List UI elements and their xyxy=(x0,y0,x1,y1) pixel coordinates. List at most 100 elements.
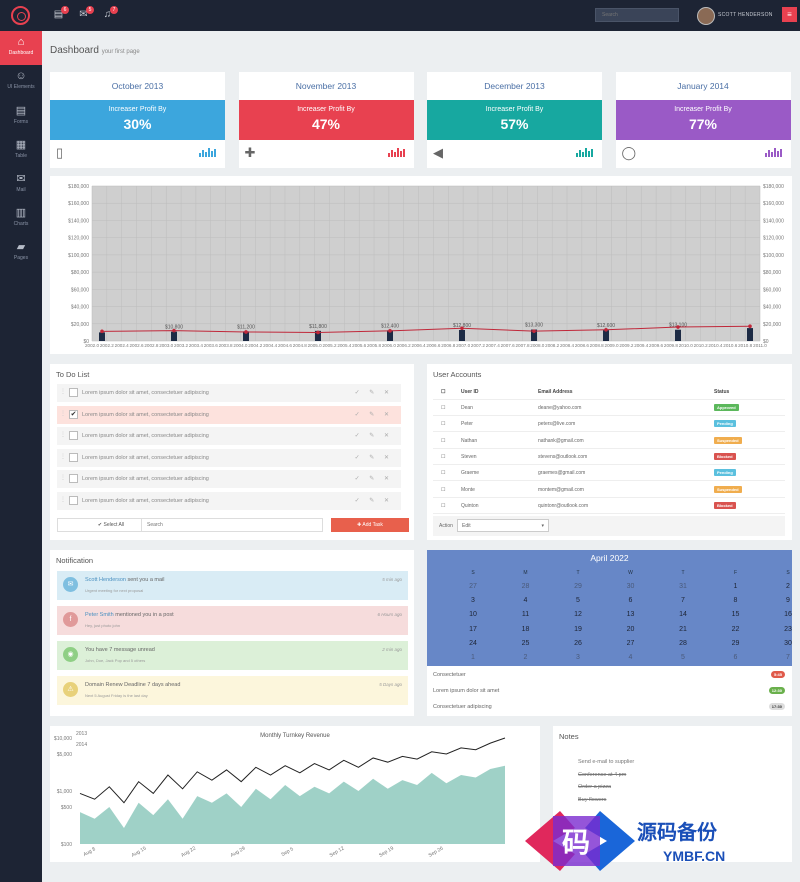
todo-item[interactable]: ⋮ Lorem ipsum dolor sit amet, consectetue… xyxy=(57,491,401,510)
todo-actions[interactable]: ✓ ✎ ✕ xyxy=(354,390,393,396)
calendar-day[interactable]: 7 xyxy=(681,597,685,605)
calendar-day[interactable]: 3 xyxy=(576,654,580,661)
todo-search-input[interactable] xyxy=(141,518,323,532)
calendar-day[interactable]: 21 xyxy=(679,625,687,633)
calendar-day[interactable]: 30 xyxy=(626,583,635,590)
sidebar-item-dashboard[interactable]: ⌂ Dashboard xyxy=(0,31,42,65)
notification-sender[interactable]: Scott Henderson xyxy=(85,577,126,583)
todo-item[interactable]: ⋮ Lorem ipsum dolor sit amet, consectetue… xyxy=(57,448,401,467)
todo-item[interactable]: ⋮ ✔ Lorem ipsum dolor sit amet, consectetu… xyxy=(57,405,401,424)
todo-checkbox[interactable] xyxy=(69,495,78,505)
menu-toggle-button[interactable]: ≡ xyxy=(782,7,797,22)
user-name[interactable]: SCOTT HENDERSON xyxy=(718,12,773,18)
todo-actions[interactable]: ✓ ✎ ✕ xyxy=(354,433,393,439)
calendar-day[interactable]: 17 xyxy=(469,625,477,633)
add-task-button[interactable]: ✚ Add Task xyxy=(331,518,409,532)
calendar-day[interactable]: 4 xyxy=(628,654,633,661)
sidebar-item-pages[interactable]: ▰ Pages xyxy=(0,235,42,269)
notification-item[interactable]: f Peter Smith mentioned you in a post Hey,… xyxy=(57,606,408,635)
todo-checkbox[interactable]: ✔ xyxy=(69,409,78,419)
row-checkbox[interactable]: ☐ xyxy=(441,453,446,460)
tasks-icon[interactable]: ▤ xyxy=(53,9,64,20)
calendar-day[interactable]: 23 xyxy=(784,625,792,633)
drag-handle-icon[interactable]: ⋮ xyxy=(60,410,66,417)
calendar-task[interactable]: Consectetuer 5:45 xyxy=(433,671,785,678)
calendar-day[interactable]: 13 xyxy=(626,611,635,619)
bell-icon[interactable]: ♫ xyxy=(103,9,112,20)
calendar-day[interactable]: 5 xyxy=(681,654,685,661)
sidebar-item-forms[interactable]: ▤ Forms xyxy=(0,99,42,133)
calendar-day[interactable]: 11 xyxy=(521,611,530,619)
calendar-day[interactable]: 3 xyxy=(471,597,475,605)
todo-actions[interactable]: ✓ ✎ ✕ xyxy=(354,411,393,418)
calendar-day[interactable]: 4 xyxy=(523,597,528,605)
notification-item[interactable]: ⚠ Domain Renew Deadline 7 days ahead Next … xyxy=(57,676,408,705)
notification-item[interactable]: ✉ Scott Henderson sent you a mail Urgent m… xyxy=(57,571,408,600)
calendar-day[interactable]: 14 xyxy=(679,611,687,619)
logo-icon[interactable] xyxy=(11,6,30,25)
row-checkbox[interactable]: ☐ xyxy=(441,470,446,477)
sidebar-item-ui-elements[interactable]: ☺ UI Elements xyxy=(0,65,42,99)
todo-checkbox[interactable] xyxy=(69,388,78,397)
note-item[interactable]: Send e-mail to supplier xyxy=(578,759,635,765)
todo-checkbox[interactable] xyxy=(69,452,78,462)
calendar-day[interactable]: 9 xyxy=(786,597,790,605)
note-item[interactable]: Buy flowers xyxy=(578,796,607,803)
row-checkbox[interactable]: ☐ xyxy=(441,486,446,493)
drag-handle-icon[interactable]: ⋮ xyxy=(60,453,66,460)
calendar-day[interactable]: 24 xyxy=(469,639,477,647)
sidebar-item-table[interactable]: ▦ Table xyxy=(0,133,42,167)
calendar-day[interactable]: 2 xyxy=(786,583,790,590)
todo-actions[interactable]: ✓ ✎ ✕ xyxy=(354,476,393,482)
calendar-day[interactable]: 19 xyxy=(574,625,582,633)
calendar-day[interactable]: 1 xyxy=(733,583,738,590)
calendar-day[interactable]: 16 xyxy=(784,611,792,619)
drag-handle-icon[interactable]: ⋮ xyxy=(60,432,66,438)
notification-sender[interactable]: Peter Smith xyxy=(85,612,114,618)
calendar-day[interactable]: 8 xyxy=(733,597,738,605)
calendar-day[interactable]: 27 xyxy=(469,583,477,590)
note-item[interactable]: Conference at 4 pm xyxy=(578,771,627,778)
row-checkbox[interactable]: ☐ xyxy=(441,437,446,444)
search-input[interactable] xyxy=(595,8,679,22)
calendar-day[interactable]: 28 xyxy=(679,639,687,647)
calendar-task[interactable]: Consectetuer adipiscing 17:30 xyxy=(433,703,785,710)
calendar-day[interactable]: 29 xyxy=(731,639,740,647)
calendar-day[interactable]: 1 xyxy=(471,654,475,661)
calendar-task[interactable]: Lorem ipsum dolor sit amet 12:30 xyxy=(433,687,785,694)
todo-item[interactable]: ⋮ Lorem ipsum dolor sit amet, consectetue… xyxy=(57,470,401,488)
row-checkbox[interactable]: ☐ xyxy=(441,405,446,411)
calendar-day[interactable]: 2 xyxy=(523,654,528,661)
calendar-day[interactable]: 29 xyxy=(574,583,582,590)
messages-icon[interactable]: ✉ xyxy=(79,9,88,20)
action-select[interactable]: Edit ▾ xyxy=(457,519,549,532)
note-item[interactable]: Order a pizza xyxy=(578,784,612,790)
row-checkbox[interactable]: ☐ xyxy=(441,421,446,428)
header-checkbox[interactable]: ☐ xyxy=(441,389,446,395)
todo-item[interactable]: ⋮ Lorem ipsum dolor sit amet, consectetue… xyxy=(57,427,401,445)
calendar-day[interactable]: 18 xyxy=(521,625,530,633)
row-checkbox[interactable]: ☐ xyxy=(441,502,446,509)
todo-checkbox[interactable] xyxy=(69,474,78,483)
todo-actions[interactable]: ✓ ✎ ✕ xyxy=(354,497,393,504)
sidebar-item-charts[interactable]: ▥ Charts xyxy=(0,201,42,235)
calendar-day[interactable]: 25 xyxy=(521,639,530,647)
calendar-day[interactable]: 27 xyxy=(626,639,635,647)
todo-checkbox[interactable] xyxy=(69,431,78,440)
todo-item[interactable]: ⋮ Lorem ipsum dolor sit amet, consectetue… xyxy=(57,384,401,402)
calendar-day[interactable]: 31 xyxy=(679,583,687,590)
calendar-day[interactable]: 12 xyxy=(574,611,582,619)
calendar-day[interactable]: 15 xyxy=(731,611,740,619)
calendar-day[interactable]: 6 xyxy=(628,597,633,605)
calendar-day[interactable]: 22 xyxy=(731,625,740,633)
calendar-day[interactable]: 26 xyxy=(574,639,582,647)
calendar-day[interactable]: 6 xyxy=(733,654,738,661)
calendar-day[interactable]: 30 xyxy=(784,639,792,647)
avatar[interactable] xyxy=(697,7,715,25)
drag-handle-icon[interactable]: ⋮ xyxy=(60,475,66,481)
calendar-day[interactable]: 5 xyxy=(576,597,580,605)
calendar-day[interactable]: 28 xyxy=(521,583,530,590)
todo-actions[interactable]: ✓ ✎ ✕ xyxy=(354,454,393,461)
calendar-day[interactable]: 10 xyxy=(469,611,477,619)
sidebar-item-mail[interactable]: ✉ Mail xyxy=(0,167,42,201)
